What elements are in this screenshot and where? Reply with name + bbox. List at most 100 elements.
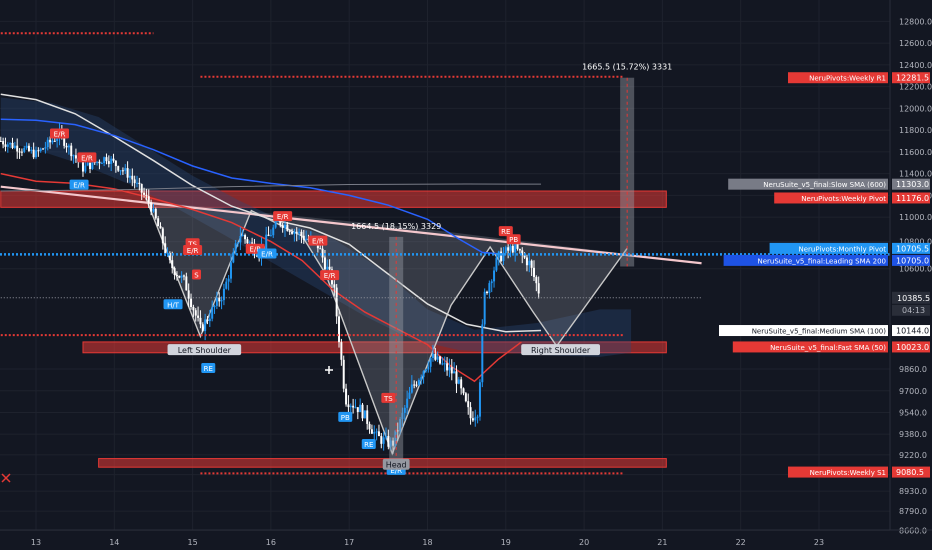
- candle-body: [225, 281, 228, 289]
- candle-body: [25, 145, 28, 148]
- signal-mark-text: S: [194, 271, 199, 279]
- candle-body: [481, 324, 484, 383]
- candle-body: [152, 208, 155, 212]
- indicator-price-box: [892, 466, 930, 478]
- candle-body: [469, 407, 472, 419]
- candle-body: [500, 251, 503, 261]
- candle-body: [326, 266, 329, 270]
- candle-body: [436, 356, 439, 360]
- candle-body: [65, 145, 68, 148]
- signal-mark-text: E/R: [81, 154, 93, 162]
- candle-body: [413, 384, 416, 386]
- candle-body: [323, 257, 326, 270]
- candle-body: [443, 363, 446, 365]
- signal-mark-badge: [320, 270, 340, 281]
- indicator-price-text: 10705.0: [896, 256, 929, 265]
- price-tick-label: 11600.0: [899, 148, 932, 157]
- candle-body: [366, 410, 369, 424]
- candle-body: [244, 235, 247, 240]
- candle-body: [363, 410, 366, 419]
- candle-body: [276, 220, 279, 222]
- candle-body: [136, 182, 139, 184]
- indicator-price-text: 10705.5: [896, 244, 929, 253]
- neckline: [0, 185, 702, 265]
- price-tick-label: 11000.0: [899, 213, 932, 222]
- candle-body: [385, 436, 388, 438]
- candle-body: [373, 432, 376, 434]
- signal-mark-text: E/R: [312, 238, 324, 246]
- candle-body: [493, 270, 496, 282]
- signal-mark-badge: [69, 179, 89, 190]
- candle-body: [13, 145, 16, 148]
- crosshair-icon: [325, 366, 333, 374]
- candle-body: [140, 184, 143, 193]
- candle-body: [488, 283, 491, 294]
- candle-body: [518, 248, 521, 251]
- candle-body: [51, 140, 54, 143]
- candle-body: [23, 147, 26, 152]
- time-axis[interactable]: 13 14 15 16 17 18 19 20 21 22 23: [0, 529, 932, 547]
- pattern-label-text: Head: [386, 461, 407, 470]
- candle-body: [453, 371, 456, 374]
- candle-body: [190, 298, 193, 307]
- candle-body: [478, 382, 481, 417]
- candle-body: [319, 248, 322, 250]
- candle-body: [124, 168, 127, 171]
- candle-body: [239, 236, 242, 243]
- moving-averages: [0, 93, 542, 383]
- price-tick-label: 9220.0: [899, 451, 927, 460]
- candle-body: [361, 404, 364, 419]
- candle-body: [382, 437, 385, 444]
- candle-body: [288, 230, 291, 232]
- price-axis[interactable]: 12800.0 12600.0 12400.0 12200.0 12000.0 11800…: [719, 0, 932, 535]
- signal-mark-badge: [506, 234, 521, 245]
- candle-body: [333, 284, 336, 288]
- candle-body: [42, 148, 45, 150]
- signal-mark-badge: [192, 269, 202, 280]
- candle-body: [514, 243, 517, 253]
- candle-body: [408, 392, 411, 399]
- pattern-label-text: Left Shoulder: [178, 346, 232, 355]
- signal-mark-badge: [498, 226, 513, 237]
- indicator-price-text: 11303.0: [896, 180, 929, 189]
- candle-body: [199, 317, 202, 325]
- time-tick-label: 20: [579, 538, 589, 547]
- candle-body: [74, 155, 77, 159]
- candle-body: [300, 231, 303, 236]
- ma-line-medium-sma-100-: [0, 93, 542, 333]
- candle-body: [528, 260, 531, 266]
- time-tick-label: 13: [31, 538, 41, 547]
- candle-body: [497, 251, 500, 258]
- head-and-shoulders-pattern: [0, 185, 702, 456]
- price-tick-label: 10600.0: [899, 265, 932, 274]
- candle-body: [117, 166, 120, 171]
- indicator-price-text: 12281.5: [896, 74, 929, 83]
- candle-body: [338, 316, 341, 343]
- candle-body: [321, 248, 324, 258]
- candle-body: [11, 142, 14, 148]
- signal-mark-badge: [183, 245, 203, 256]
- candle-body: [147, 196, 150, 203]
- candle-body: [328, 266, 331, 270]
- pattern-labels: Left Shoulder Head Right Shoulder: [167, 344, 601, 470]
- candle-body: [274, 221, 277, 228]
- candle-body: [86, 162, 89, 166]
- signal-mark-badge: [49, 128, 69, 139]
- measurement-tools[interactable]: 1664.5 (18.15%) 3329 1665.5 (15.72%) 3331: [351, 63, 672, 462]
- price-tick-label: 9860.0: [899, 365, 927, 374]
- supply-demand-zone: [98, 458, 667, 468]
- candle-body: [9, 142, 12, 145]
- signal-mark-badge: [381, 392, 396, 403]
- time-tick-label: 23: [814, 538, 824, 547]
- price-tick-label: 9540.0: [899, 408, 927, 417]
- candle-body: [521, 250, 524, 255]
- candle-body: [56, 138, 59, 141]
- candle-body: [441, 363, 444, 365]
- candle-body: [368, 423, 371, 430]
- candle-body: [105, 157, 108, 162]
- candle-body: [0, 140, 2, 142]
- candle-body: [305, 238, 308, 240]
- signal-mark-text: PB: [509, 236, 518, 244]
- candle-body: [180, 275, 183, 278]
